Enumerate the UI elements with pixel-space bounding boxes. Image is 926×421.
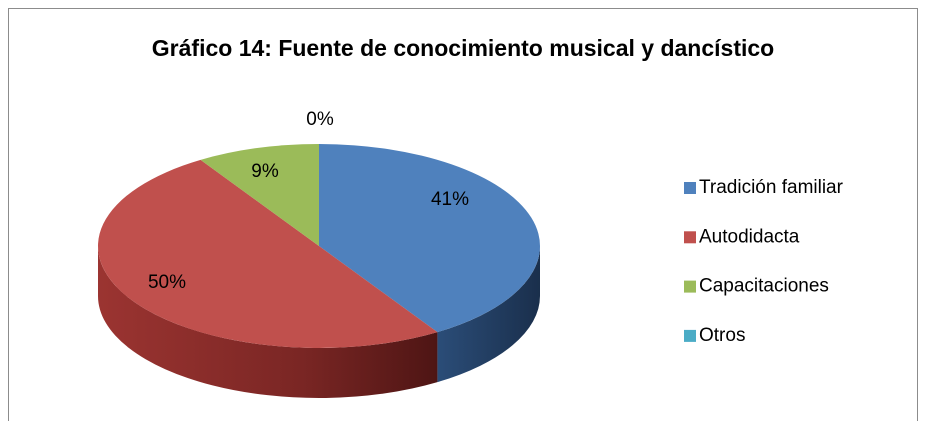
legend-swatch [684,231,696,244]
chart-border [8,8,918,421]
pie-slice [98,159,438,348]
chart-title: Gráfico 14: Fuente de conocimiento music… [152,35,774,61]
legend-swatch [684,182,696,194]
legend-swatch [684,280,696,293]
value-label: 50% [148,272,186,293]
legend-label: Otros [699,325,745,346]
legend-swatch [684,329,696,342]
value-label: 0% [306,109,334,130]
pie-side [97,246,438,399]
pie-side [437,246,540,383]
value-label: 9% [251,161,279,182]
pie-slice [200,144,319,246]
pie-slice [319,144,541,333]
legend: Tradición familiar Autodidacta Capacitacio… [684,177,844,346]
value-label: 41% [431,189,469,210]
pie-sides [97,246,540,399]
legend-label: Capacitaciones [699,276,829,297]
pie-tops [98,144,541,348]
legend-label: Autodidacta [699,226,800,247]
value-labels: 41% 50% 9% 0% [148,109,469,293]
legend-label: Tradición familiar [699,177,844,198]
